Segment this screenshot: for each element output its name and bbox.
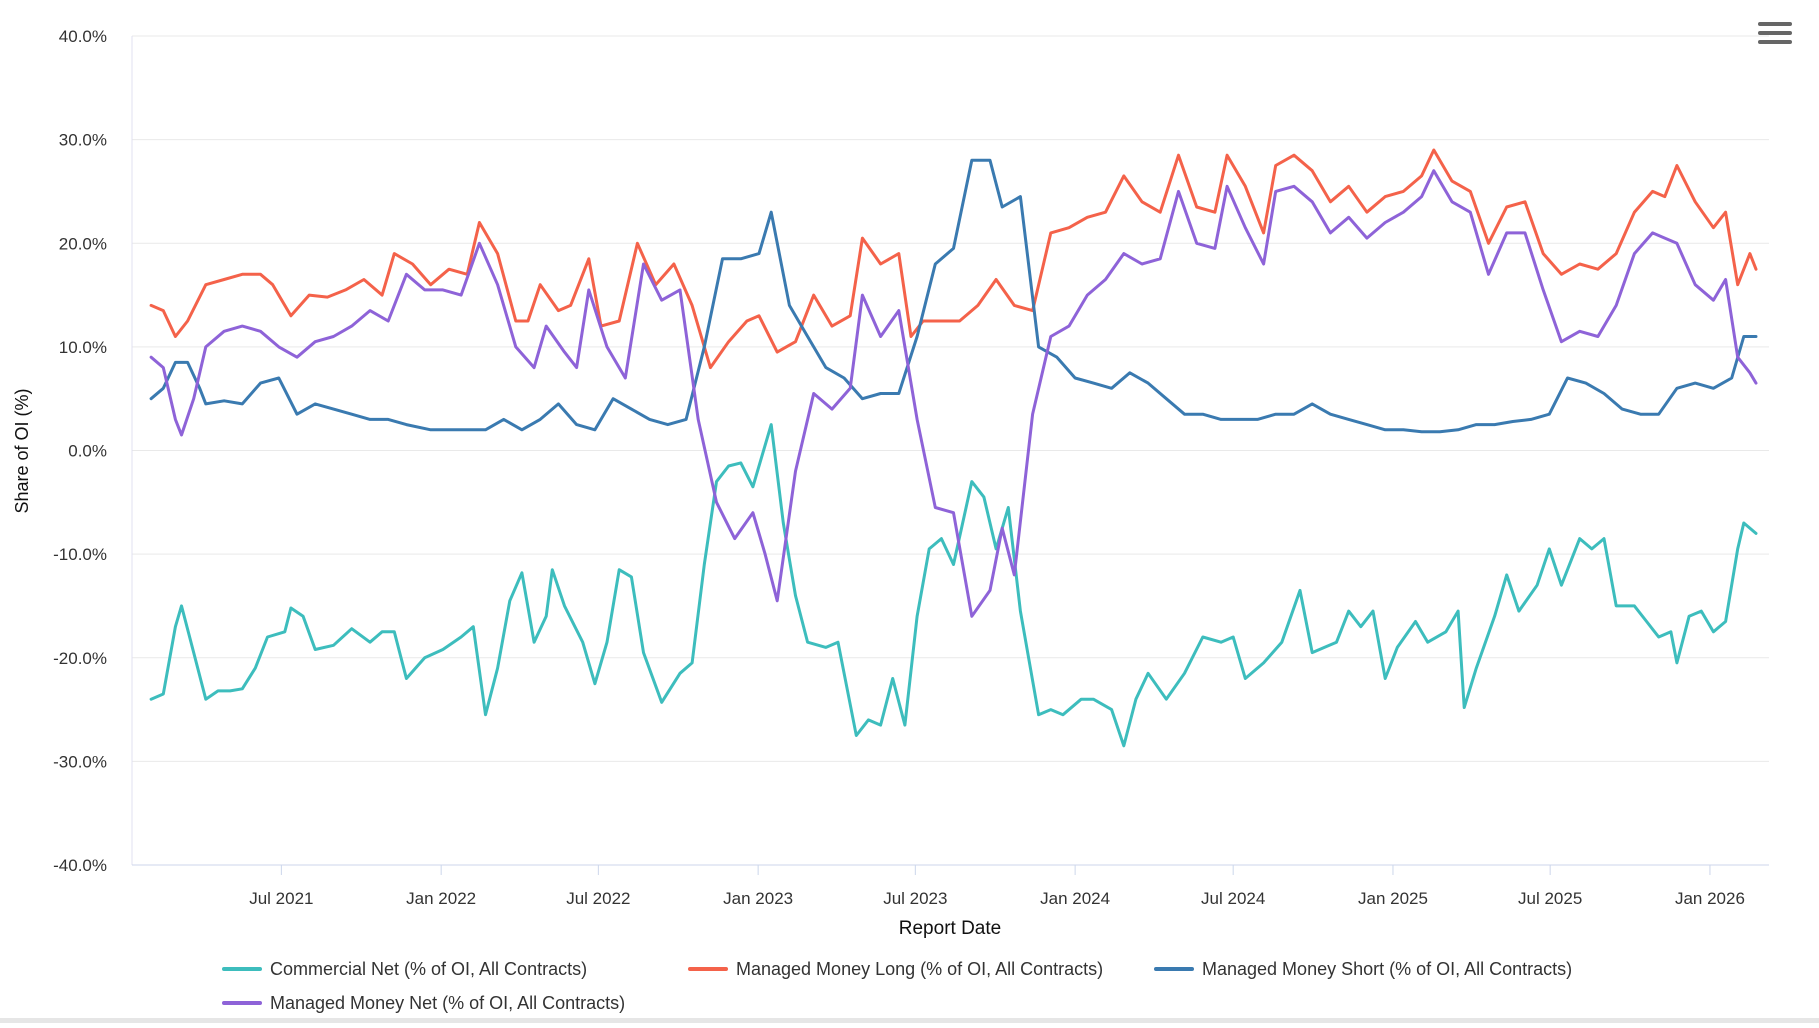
- legend-item[interactable]: Managed Money Net (% of OI, All Contract…: [222, 993, 625, 1013]
- x-tick-label: Jul 2022: [566, 889, 630, 908]
- y-tick-label: 20.0%: [59, 234, 107, 253]
- legend-label: Managed Money Short (% of OI, All Contra…: [1202, 959, 1572, 979]
- y-axis-label: Share of OI (%): [12, 388, 32, 513]
- series-line: [149, 423, 1758, 748]
- x-tick-label: Jul 2025: [1518, 889, 1582, 908]
- x-tick-label: Jul 2021: [249, 889, 313, 908]
- y-tick-label: 10.0%: [59, 338, 107, 357]
- series-line: [149, 158, 1758, 434]
- series-line: [149, 169, 1758, 618]
- legend-item[interactable]: Managed Money Short (% of OI, All Contra…: [1154, 959, 1572, 979]
- legend: Commercial Net (% of OI, All Contracts) M…: [222, 959, 1572, 1013]
- legend-label: Managed Money Long (% of OI, All Contrac…: [736, 959, 1103, 979]
- x-tick-label: Jul 2024: [1201, 889, 1265, 908]
- legend-item[interactable]: Managed Money Long (% of OI, All Contrac…: [688, 959, 1103, 979]
- legend-label: Commercial Net (% of OI, All Contracts): [270, 959, 587, 979]
- y-tick-label: 30.0%: [59, 131, 107, 150]
- menu-icon-bar: [1758, 40, 1792, 44]
- x-axis-label: Report Date: [899, 918, 1001, 939]
- y-tick-label: 40.0%: [59, 27, 107, 46]
- menu-icon-bar: [1758, 31, 1792, 35]
- x-tick-label: Jan 2026: [1675, 889, 1745, 908]
- y-tick-label: -40.0%: [53, 856, 107, 875]
- x-tick-label: Jan 2024: [1040, 889, 1110, 908]
- axes: [131, 36, 1769, 866]
- y-axis-ticks: 40.0% 30.0% 20.0% 10.0% 0.0% -10.0% -20.0% -30.…: [53, 27, 107, 875]
- grid-lines: [132, 35, 1769, 866]
- menu-icon: [1758, 22, 1792, 26]
- x-tick-label: Jan 2023: [723, 889, 793, 908]
- series-line: [149, 148, 1758, 370]
- chart-menu-button[interactable]: [1758, 22, 1792, 48]
- legend-label: Managed Money Net (% of OI, All Contract…: [270, 993, 625, 1013]
- legend-item[interactable]: Commercial Net (% of OI, All Contracts): [222, 959, 587, 979]
- y-tick-label: -30.0%: [53, 752, 107, 771]
- x-tick-label: Jan 2022: [406, 889, 476, 908]
- y-tick-label: 0.0%: [68, 442, 107, 461]
- series-lines: [149, 148, 1758, 748]
- x-axis-ticks: Jul 2021 Jan 2022 Jul 2022 Jan 2023 Jul 2023…: [249, 865, 1745, 908]
- x-tick-label: Jan 2025: [1358, 889, 1428, 908]
- y-tick-label: -20.0%: [53, 649, 107, 668]
- divider: [0, 1018, 1819, 1023]
- x-tick-label: Jul 2023: [883, 889, 947, 908]
- y-tick-label: -10.0%: [53, 545, 107, 564]
